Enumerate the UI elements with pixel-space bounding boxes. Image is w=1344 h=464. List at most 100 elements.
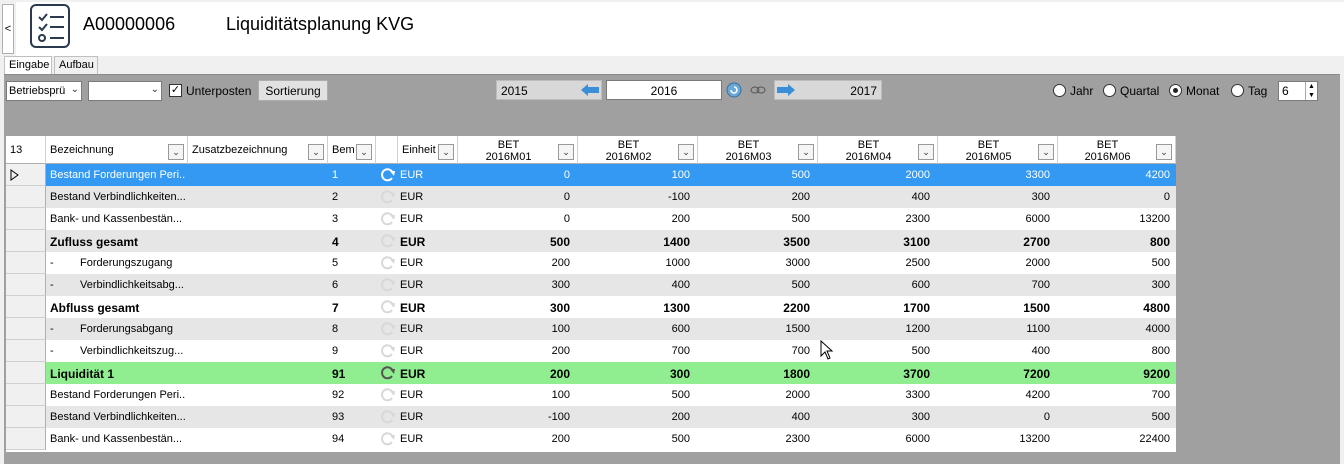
row-bem-cell[interactable]: 3 <box>332 213 339 225</box>
row-value-cell[interactable]: 7200 <box>1023 367 1050 381</box>
row-value-cell[interactable]: 500 <box>671 389 690 401</box>
row-header[interactable] <box>6 384 46 406</box>
row-value-cell[interactable]: 1800 <box>783 367 810 381</box>
row-name-cell[interactable]: Forderungszugang <box>80 257 173 269</box>
row-name-cell[interactable]: Verbindlichkeitsabg... <box>80 279 184 291</box>
secondary-select[interactable]: ⌄ <box>88 81 162 101</box>
filter-dropdown-icon[interactable]: ⌄ <box>678 144 694 160</box>
row-value-cell[interactable]: 2300 <box>785 433 810 445</box>
row-value-cell[interactable]: 100 <box>551 323 570 335</box>
row-unit-cell[interactable]: EUR <box>400 411 424 423</box>
row-value-cell[interactable]: 700 <box>1031 279 1050 291</box>
table-row[interactable]: Bestand Forderungen Peri... 92 EUR 100 500 20… <box>6 384 1176 406</box>
refresh-icon[interactable] <box>380 409 396 425</box>
unterposten-checkbox[interactable]: ✓ <box>169 84 182 97</box>
row-value-cell[interactable]: 2200 <box>783 301 810 315</box>
refresh-icon[interactable] <box>380 365 396 381</box>
row-value-cell[interactable]: 400 <box>791 411 810 423</box>
table-row[interactable]: - Forderungsabgang 8 EUR 100 600 1500 1200 1100 4… <box>6 318 1176 340</box>
row-value-cell[interactable]: 800 <box>1151 345 1170 357</box>
row-value-cell[interactable]: 400 <box>911 191 930 203</box>
row-header[interactable] <box>6 230 46 252</box>
row-indent-dash[interactable]: - <box>50 257 54 269</box>
refresh-icon[interactable] <box>380 431 396 447</box>
row-indent-dash[interactable]: - <box>50 345 54 357</box>
refresh-icon[interactable] <box>380 299 396 315</box>
row-value-cell[interactable]: 4800 <box>1143 301 1170 315</box>
row-value-cell[interactable]: 300 <box>551 279 570 291</box>
table-row[interactable]: - Verbindlichkeitszug... 9 EUR 200 700 700 500 4… <box>6 340 1176 362</box>
row-bem-cell[interactable]: 92 <box>332 389 345 401</box>
row-unit-cell[interactable]: EUR <box>400 367 426 381</box>
row-value-cell[interactable]: 500 <box>1151 257 1170 269</box>
row-unit-cell[interactable]: EUR <box>400 235 426 249</box>
refresh-icon[interactable] <box>380 387 396 403</box>
row-header[interactable] <box>6 208 46 230</box>
row-indent-dash[interactable]: - <box>50 279 54 291</box>
row-value-cell[interactable]: 1500 <box>1023 301 1050 315</box>
filter-dropdown-icon[interactable]: ⌄ <box>1156 144 1172 160</box>
row-value-cell[interactable]: 2500 <box>905 257 930 269</box>
arrow-right-icon[interactable] <box>777 84 795 96</box>
row-bem-cell[interactable]: 91 <box>332 367 346 381</box>
table-row[interactable]: Liquidität 1 91 EUR 200 300 1800 3700 7200 9200 <box>6 362 1176 384</box>
filter-dropdown-icon[interactable]: ⌄ <box>1038 144 1054 160</box>
row-value-cell[interactable]: 3300 <box>905 389 930 401</box>
row-value-cell[interactable]: 200 <box>791 191 810 203</box>
row-bem-cell[interactable]: 2 <box>332 191 339 203</box>
column-header-einheit[interactable]: Einheit ⌄ <box>398 136 458 164</box>
row-value-cell[interactable]: 3300 <box>1025 169 1050 181</box>
refresh-icon[interactable] <box>380 277 396 293</box>
row-value-cell[interactable]: 2000 <box>785 389 810 401</box>
refresh-icon[interactable] <box>380 321 396 337</box>
row-value-cell[interactable]: 13200 <box>1139 213 1170 225</box>
row-bem-cell[interactable]: 1 <box>332 169 339 181</box>
row-bem-cell[interactable]: 5 <box>332 257 339 269</box>
refresh-icon[interactable] <box>380 189 396 205</box>
current-year-field[interactable]: 2016 <box>606 80 722 100</box>
row-unit-cell[interactable]: EUR <box>400 213 424 225</box>
row-value-cell[interactable]: 300 <box>1031 191 1050 203</box>
table-row[interactable]: Bank- und Kassenbestän... 94 EUR 200 500 2300… <box>6 428 1176 450</box>
row-bem-cell[interactable]: 4 <box>332 235 339 249</box>
row-unit-cell[interactable]: EUR <box>400 345 424 357</box>
row-value-cell[interactable]: 13200 <box>1019 433 1050 445</box>
row-value-cell[interactable]: 4200 <box>1025 389 1050 401</box>
column-header-bem[interactable]: Bem ⌄ <box>328 136 376 164</box>
row-bem-cell[interactable]: 94 <box>332 433 345 445</box>
row-value-cell[interactable]: -100 <box>667 191 690 203</box>
row-value-cell[interactable]: 500 <box>911 345 930 357</box>
link-icon[interactable] <box>750 85 766 95</box>
row-value-cell[interactable]: 800 <box>1149 235 1170 249</box>
row-value-cell[interactable]: 0 <box>563 213 570 225</box>
row-header[interactable] <box>6 362 46 384</box>
table-row[interactable]: Bestand Forderungen Peri... 1 EUR 0 100 500 20… <box>6 164 1176 186</box>
row-value-cell[interactable]: 2300 <box>905 213 930 225</box>
row-name-cell[interactable]: Liquidität 1 <box>50 367 114 381</box>
row-value-cell[interactable]: 100 <box>551 389 570 401</box>
row-name-cell[interactable]: Abfluss gesamt <box>50 301 140 315</box>
radio-quartal[interactable] <box>1103 84 1116 97</box>
previous-year-field[interactable]: 2015 <box>496 80 602 100</box>
row-value-cell[interactable]: 600 <box>911 279 930 291</box>
row-value-cell[interactable]: 500 <box>791 213 810 225</box>
tab-eingabe[interactable]: Eingabe <box>4 56 52 74</box>
refresh-icon[interactable] <box>380 233 396 249</box>
row-value-cell[interactable]: 1400 <box>663 235 690 249</box>
row-name-cell[interactable]: Bestand Verbindlichkeiten... <box>50 411 186 423</box>
table-row[interactable]: Abfluss gesamt 7 EUR 300 1300 2200 1700 1500 480… <box>6 296 1176 318</box>
row-value-cell[interactable]: 1300 <box>663 301 690 315</box>
filter-dropdown-icon[interactable]: ⌄ <box>308 144 324 160</box>
row-value-cell[interactable]: 200 <box>671 213 690 225</box>
row-bem-cell[interactable]: 6 <box>332 279 339 291</box>
table-row[interactable]: - Forderungszugang 5 EUR 200 1000 3000 2500 2000… <box>6 252 1176 274</box>
row-value-cell[interactable]: 1700 <box>903 301 930 315</box>
row-name-cell[interactable]: Bank- und Kassenbestän... <box>50 433 183 445</box>
radio-jahr[interactable] <box>1053 84 1066 97</box>
row-value-cell[interactable]: 500 <box>671 433 690 445</box>
table-row[interactable]: Bestand Verbindlichkeiten... 93 EUR -100 200… <box>6 406 1176 428</box>
row-value-cell[interactable]: 700 <box>791 345 810 357</box>
row-header[interactable] <box>6 252 46 274</box>
row-value-cell[interactable]: 200 <box>551 433 570 445</box>
filter-dropdown-icon[interactable]: ⌄ <box>356 144 372 160</box>
